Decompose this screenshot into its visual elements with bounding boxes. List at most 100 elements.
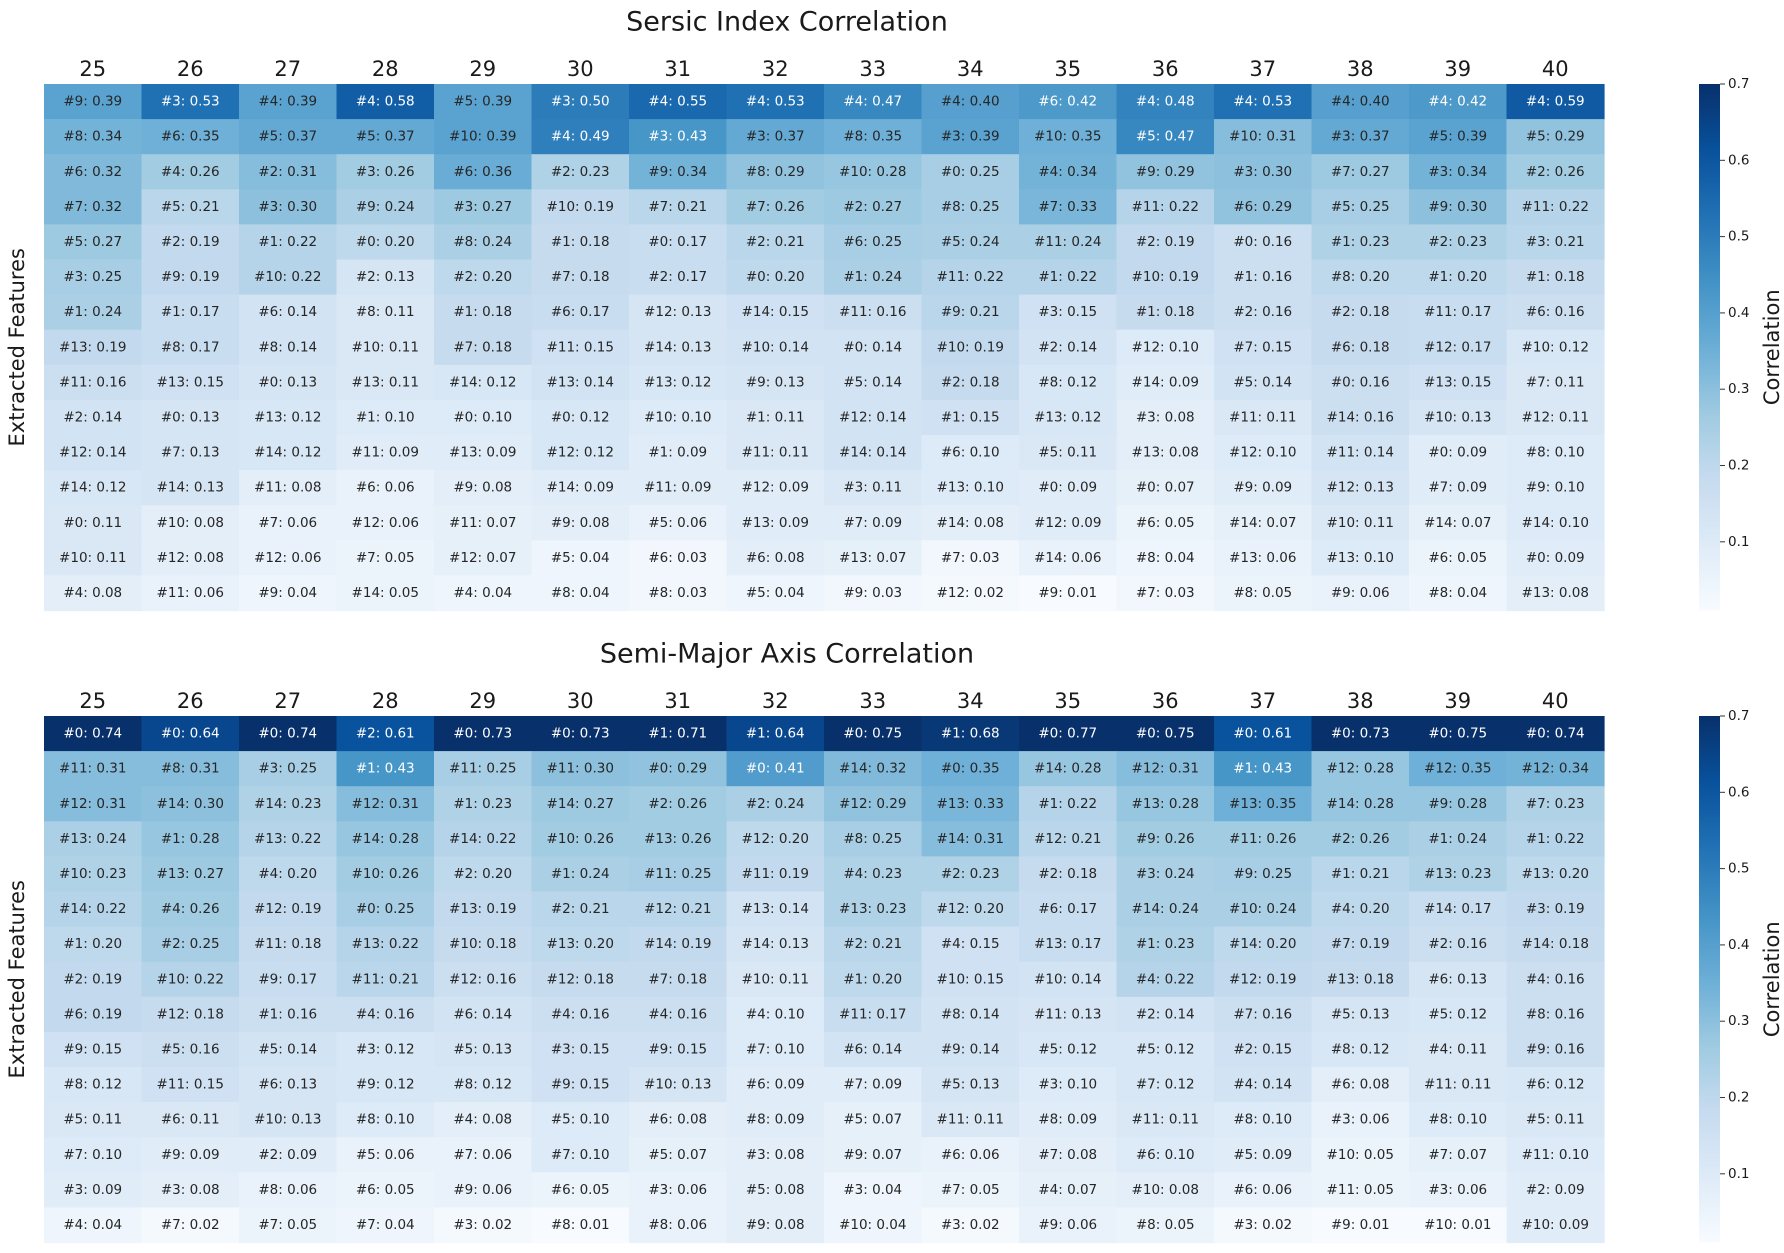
cell-label: #11: 0.16 [59,374,126,390]
cell-label: #14: 0.19 [644,936,711,952]
heatmap-cell [44,399,143,436]
cell-label: #12: 0.31 [1132,761,1199,777]
cell-label: #5: 0.14 [1233,374,1292,390]
heatmap-cell [1214,751,1313,787]
heatmap-cell [1409,1207,1508,1244]
heatmap-cell [726,84,825,120]
heatmap-cell [1214,821,1313,857]
cell-label: #10: 0.35 [1034,129,1101,145]
heatmap-cell [629,399,728,436]
cell-label: #1: 0.43 [356,761,415,777]
heatmap-cell [1506,224,1605,261]
column-label: 37 [1249,57,1276,81]
cell-label: #1: 0.18 [1136,304,1195,320]
heatmap-cell [1214,224,1313,261]
heatmap-cell [239,1031,338,1068]
colorbar [1699,84,1720,611]
cell-label: #7: 0.15 [1233,339,1292,355]
cell-label: #8: 0.04 [1136,550,1195,566]
cell-label: #12: 0.18 [547,971,614,987]
cell-label: #11: 0.11 [937,1112,1004,1128]
cell-label: #3: 0.21 [1526,234,1585,250]
heatmap-cell [434,399,533,436]
heatmap-cell [1409,119,1508,155]
cell-label: #11: 0.11 [1229,409,1296,425]
heatmap-cell [726,1067,825,1103]
cell-label: #9: 0.07 [843,1147,902,1163]
cell-label: #2: 0.19 [161,234,220,250]
cell-label: #4: 0.53 [1233,94,1292,110]
heatmap-cell [1116,224,1215,261]
heatmap-cell [1409,751,1508,787]
cell-label: #5: 0.21 [161,199,220,215]
cell-label: #10: 0.19 [1132,269,1199,285]
heatmap-cell [434,294,533,331]
cell-label: #9: 0.08 [746,1217,805,1233]
heatmap-cell [434,1172,533,1208]
cell-label: #11: 0.09 [644,480,711,496]
column-label: 36 [1152,689,1179,713]
heatmap-cell [1409,540,1508,576]
heatmap-cell [531,1172,630,1208]
heatmap-cell [44,224,143,261]
cell-label: #4: 0.04 [63,1217,122,1233]
heatmap-cell [629,119,728,155]
cell-label: #5: 0.11 [1526,1112,1585,1128]
cell-label: #8: 0.06 [258,1182,317,1198]
heatmap-cell [531,189,630,225]
cell-label: #1: 0.17 [161,304,220,320]
cell-label: #13: 0.08 [1522,585,1589,601]
heatmap-cell [141,891,240,928]
heatmap-cell [1311,821,1410,857]
heatmap-cell [1409,259,1508,296]
heatmap-cell [629,1067,728,1103]
cell-label: #5: 0.13 [941,1077,1000,1093]
cell-label: #12: 0.10 [1229,445,1296,461]
cell-label: #8: 0.12 [63,1077,122,1093]
cell-label: #13: 0.12 [644,374,711,390]
cell-label: #11: 0.22 [1132,199,1199,215]
cell-label: #9: 0.08 [453,480,512,496]
heatmap-cell [1311,294,1410,331]
heatmap-cell [726,154,825,190]
heatmap-cell [1506,294,1605,331]
heatmap-cell [44,891,143,928]
cell-label: #1: 0.22 [1526,831,1585,847]
cell-label: #12: 0.31 [352,796,419,812]
heatmap-cell [434,329,533,366]
cell-label: #10: 0.28 [839,164,906,180]
heatmap-cell [1019,329,1118,366]
column-label: 39 [1444,689,1471,713]
heatmap-cell [531,716,630,752]
cell-label: #8: 0.10 [356,1112,415,1128]
heatmap-cell [1019,786,1118,822]
cell-label: #7: 0.32 [63,199,122,215]
cell-label: #5: 0.24 [941,234,1000,250]
heatmap-cell [824,1172,923,1208]
cell-label: #6: 0.12 [1526,1077,1585,1093]
cell-label: #3: 0.02 [453,1217,512,1233]
heatmap-cell [434,1207,533,1244]
heatmap-cell [921,435,1020,471]
cell-label: #14: 0.16 [1327,409,1394,425]
heatmap-cell [629,435,728,471]
cell-label: #5: 0.25 [1331,199,1390,215]
cell-label: #9: 0.04 [258,585,317,601]
heatmap-cell [141,926,240,963]
cell-label: #0: 0.09 [1038,480,1097,496]
heatmap-cell [531,961,630,998]
colorbar-tick-label: 0.2 [1728,1090,1749,1106]
cell-label: #14: 0.12 [59,480,126,496]
cell-label: #1: 0.20 [843,971,902,987]
cell-label: #10: 0.13 [254,1112,321,1128]
cell-label: #7: 0.05 [258,1217,317,1233]
cell-label: #12: 0.29 [839,796,906,812]
y-axis-label: Extracted Features [5,880,29,1078]
heatmap-cell [1116,364,1215,401]
heatmap-cell [726,470,825,506]
heatmap-cell [629,926,728,963]
heatmap-cell [1116,435,1215,471]
cell-label: #3: 0.30 [1233,164,1292,180]
heatmap-cell [239,189,338,225]
heatmap-cell [44,84,143,120]
